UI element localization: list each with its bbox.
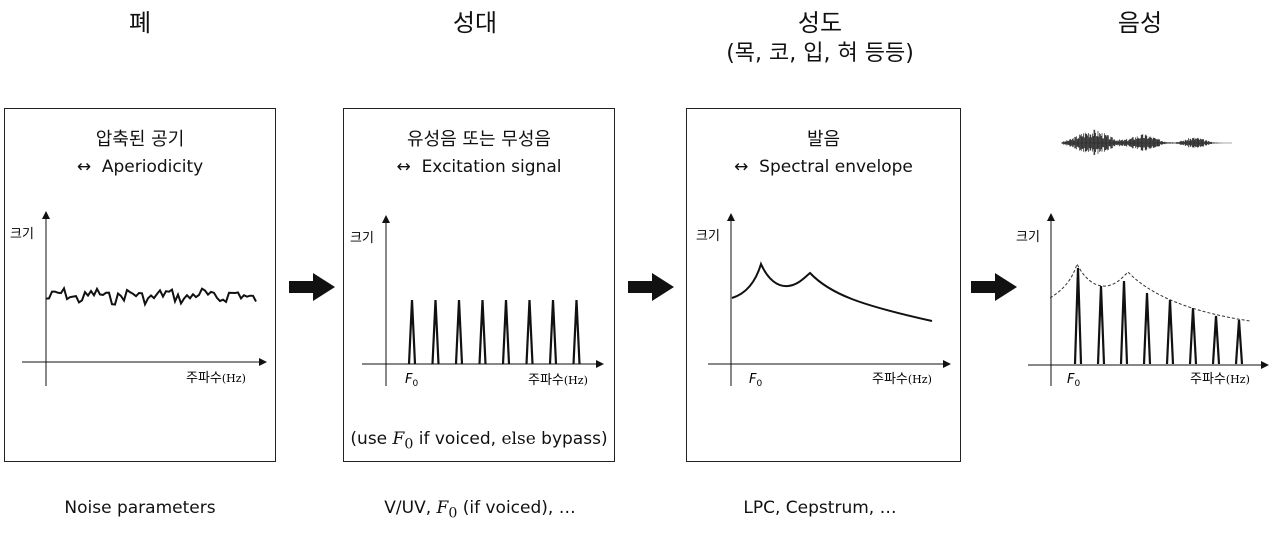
harmonic-peak <box>1234 319 1244 365</box>
harmonic-peak <box>1211 315 1221 365</box>
noise-curve <box>45 285 257 308</box>
voicing-note-sub: 0 <box>404 436 414 453</box>
x-axis-unit: (Hz) <box>1226 373 1250 386</box>
bidirectional-arrow-icon: ↔ <box>76 157 92 177</box>
right-arrow-icon <box>628 273 674 301</box>
voicing-note-post: bypass) <box>535 429 608 449</box>
f0-label-sub: 0 <box>412 379 418 389</box>
right-arrow-icon <box>289 273 335 301</box>
bottom-vf-post: (if voiced), … <box>457 498 576 518</box>
voicing-note-pre: (use <box>350 429 393 449</box>
panel-vocal-folds-desc-text: Excitation signal <box>421 157 562 177</box>
vocal-tract-axes: 크기 주파수(Hz) F0 <box>696 213 951 389</box>
panel-vocal-folds-title: 유성음 또는 무성음 <box>407 129 551 150</box>
panel-lung-desc-text: Aperiodicity <box>101 157 204 177</box>
excitation-pulse <box>525 299 534 365</box>
panel-vocal-folds-desc: ↔ Excitation signal <box>344 157 614 177</box>
panel-vocal-tract-desc: ↔ Spectral envelope <box>687 157 960 177</box>
f0-label-f: F <box>405 372 413 387</box>
x-axis-unit: (Hz) <box>564 374 588 387</box>
panel-vocal-tract-desc-text: Spectral envelope <box>759 157 913 177</box>
speech-axes: 크기 주파수(Hz) F0 <box>1016 213 1269 389</box>
right-arrow-icon <box>971 273 1017 301</box>
bidirectional-arrow-icon: ↔ <box>734 157 749 177</box>
stage-subtitle-vocal-tract: (목, 코, 입, 혀 등등) <box>726 41 914 66</box>
stage-title-vocal-tract: 성도 <box>797 9 843 37</box>
x-axis-unit: (Hz) <box>908 373 932 386</box>
excitation-pulse <box>572 299 581 365</box>
f0-label-f: F <box>1067 372 1075 387</box>
excitation-pulse <box>454 299 464 365</box>
vocal-folds-axes: 크기 주파수(Hz) F0 <box>350 215 604 389</box>
waveform-icon <box>1061 129 1232 156</box>
panel-lung: 압축된 공기 ↔ Aperiodicity <box>4 108 276 462</box>
x-axis-label: 주파수(Hz) <box>528 373 588 388</box>
bottom-label-vocal-folds: V/UV, F0 (if voiced), … <box>360 498 600 521</box>
y-axis-label: 크기 <box>1016 230 1040 245</box>
voicing-note-mid: if voiced, <box>413 429 502 449</box>
x-axis-label: 주파수(Hz) <box>872 372 932 387</box>
x-axis-label-text: 주파수 <box>872 372 908 387</box>
y-axis-label: 크기 <box>350 231 374 246</box>
excitation-pulse <box>431 299 440 365</box>
harmonic-peak <box>1165 299 1175 365</box>
panel-vocal-tract-title: 발음 <box>806 129 841 150</box>
bottom-vf-pre: V/UV, <box>384 498 437 518</box>
x-axis-label: 주파수(Hz) <box>1190 372 1250 387</box>
panel-vocal-folds: 유성음 또는 무성음 ↔ Excitation signal (use F0 i… <box>343 108 615 462</box>
y-axis-label: 크기 <box>10 227 34 242</box>
excitation-pulse <box>501 299 511 365</box>
bottom-vf-sub: 0 <box>448 505 458 522</box>
voicing-note-f: F <box>392 429 405 449</box>
harmonic-peak <box>1073 267 1083 365</box>
bidirectional-arrow-icon: ↔ <box>396 157 411 177</box>
bottom-label-vocal-tract: LPC, Cepstrum, … <box>743 498 897 518</box>
f0-label-f: F <box>749 372 757 387</box>
stage-title-lung: 폐 <box>128 9 152 37</box>
spectral-envelope-curve <box>731 261 933 322</box>
y-axis-label: 크기 <box>696 229 720 244</box>
f0-label-sub: 0 <box>756 379 762 389</box>
harmonic-peak <box>1142 292 1152 365</box>
x-axis-label-text: 주파수 <box>528 373 564 388</box>
f0-label: F0 <box>749 372 762 389</box>
excitation-pulse <box>478 299 487 365</box>
excitation-pulse <box>407 299 417 365</box>
x-axis-label-text: 주파수 <box>186 371 222 386</box>
harmonic-peak <box>1119 280 1129 365</box>
voicing-note: (use F0 if voiced, else bypass) <box>344 429 614 452</box>
bottom-label-lung: Noise parameters <box>64 498 216 518</box>
voicing-note-else: else <box>501 429 536 449</box>
f0-label: F0 <box>405 372 418 389</box>
bottom-vf-f: F <box>436 498 449 518</box>
stage-title-speech: 음성 <box>1117 9 1163 37</box>
f0-label: F0 <box>1067 372 1080 389</box>
panel-lung-desc: ↔ Aperiodicity <box>5 157 275 177</box>
excitation-pulse <box>548 299 558 365</box>
x-axis-label-text: 주파수 <box>1190 372 1226 387</box>
f0-label-sub: 0 <box>1074 379 1080 389</box>
harmonic-peak <box>1188 307 1198 365</box>
x-axis-unit: (Hz) <box>222 372 246 385</box>
excitation-pulses <box>407 299 581 365</box>
harmonic-peak <box>1096 285 1106 365</box>
x-axis-label: 주파수(Hz) <box>186 371 246 386</box>
lung-axes: 크기 주파수(Hz) <box>10 211 267 386</box>
speech-harmonics <box>1073 267 1244 365</box>
dashed-envelope <box>1049 262 1251 322</box>
stage-title-vocal-folds: 성대 <box>452 9 498 37</box>
panel-lung-title: 압축된 공기 <box>95 129 185 150</box>
